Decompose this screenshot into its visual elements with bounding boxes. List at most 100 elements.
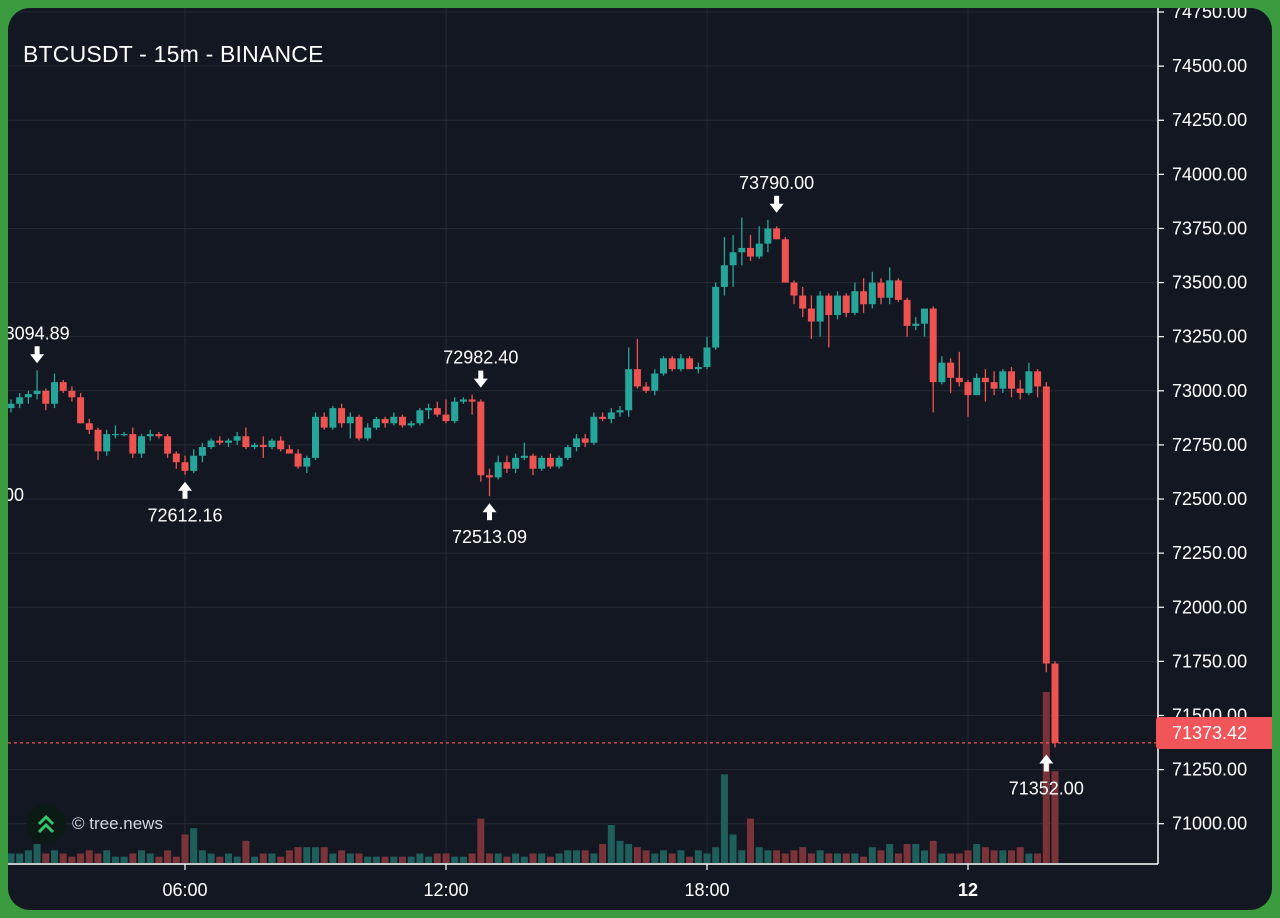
candle-body	[390, 416, 398, 424]
volume-bar	[1051, 771, 1059, 863]
candle-body	[372, 418, 380, 428]
price-axis-label: 74750.00	[1172, 8, 1247, 22]
candle-body	[459, 399, 467, 402]
candle-body	[259, 444, 267, 448]
candle-body	[747, 247, 754, 257]
candle-body	[1051, 663, 1059, 743]
volume-bar	[120, 856, 128, 863]
volume-bar	[764, 850, 772, 863]
annotation-label: 3094.89	[8, 323, 70, 343]
volume-bar	[529, 853, 537, 863]
candle-body	[33, 390, 41, 395]
volume-bar	[268, 853, 276, 863]
arrow-up-icon	[178, 481, 192, 491]
volume-bar	[546, 856, 554, 863]
candle-body	[1016, 388, 1024, 393]
arrow-up-icon	[482, 503, 497, 513]
volume-bar	[512, 853, 520, 863]
volume-bar	[747, 818, 754, 863]
volume-bar	[111, 856, 119, 863]
volume-bar	[851, 853, 859, 863]
candle-body	[712, 286, 720, 348]
price-annotation-high: 3094.89	[8, 323, 70, 364]
candle-body	[77, 397, 85, 424]
candle-body	[172, 453, 180, 463]
volume-bar	[773, 850, 781, 863]
volume-bar	[477, 818, 485, 863]
candle-body	[807, 308, 815, 322]
candle-body	[103, 434, 111, 452]
candle-body	[964, 382, 972, 396]
time-axis-label: 06:00	[162, 880, 207, 900]
candle-body	[355, 416, 363, 439]
volume-bar	[738, 850, 746, 863]
candle-body	[781, 239, 789, 283]
candle-body	[738, 247, 746, 253]
price-annotation-low: 72612.16	[147, 481, 223, 526]
volume-bar	[947, 853, 955, 863]
volume-bar	[625, 844, 633, 863]
volume-bar	[520, 856, 528, 863]
volume-bar	[364, 856, 372, 863]
volume-bar	[581, 850, 589, 863]
volume-bar	[816, 850, 824, 863]
chart-panel[interactable]: 3094.89 72612.16 72982.40 72513.09 73790.00 7…	[8, 8, 1272, 910]
volume-bar	[459, 856, 467, 863]
volume-bar	[155, 856, 163, 863]
volume-bar	[277, 856, 285, 863]
candle-body	[111, 434, 119, 436]
volume-bar	[616, 840, 624, 863]
candle-body	[251, 444, 259, 448]
volume-bar	[555, 853, 563, 863]
price-axis-label: 73750.00	[1172, 218, 1247, 238]
volume-bar	[573, 850, 580, 863]
price-axis-label: 71250.00	[1172, 760, 1247, 780]
candle-body	[120, 434, 128, 436]
volume-bar	[703, 853, 711, 863]
candle-body	[546, 457, 554, 467]
volume-bar	[294, 847, 302, 863]
volume-bar	[24, 850, 32, 863]
volume-bar	[190, 828, 198, 863]
candle-body	[42, 390, 50, 404]
candle-body	[842, 295, 850, 313]
candle-body	[677, 358, 685, 370]
volume-bar	[999, 850, 1007, 863]
candle-body	[146, 434, 154, 437]
annotation-label: 72612.16	[147, 506, 222, 526]
candle-body	[860, 291, 868, 305]
volume-bar	[8, 853, 15, 863]
candle-body	[607, 412, 615, 419]
candle-body	[486, 475, 493, 478]
candle-body	[303, 457, 311, 467]
volume-bar	[433, 853, 441, 863]
candle-body	[825, 295, 833, 316]
candle-body	[312, 416, 319, 458]
time-axis-label: 12:00	[423, 880, 468, 900]
chart-title: BTCUSDT - 15m - BINANCE	[23, 41, 324, 67]
candle-body	[938, 362, 946, 383]
volume-bar	[668, 853, 676, 863]
tree-logo-icon	[26, 804, 66, 844]
candle-body	[216, 440, 224, 443]
price-axis-label: 71000.00	[1172, 814, 1247, 834]
candle-body	[720, 265, 728, 287]
candlestick-chart[interactable]: 3094.89 72612.16 72982.40 72513.09 73790.00 7…	[8, 8, 1272, 910]
candle-body	[529, 455, 537, 469]
volume-bar	[938, 853, 946, 863]
volume-bar	[390, 856, 398, 863]
arrow-down-icon	[769, 203, 784, 213]
volume-bar	[607, 825, 615, 863]
candle-body	[755, 243, 763, 257]
price-annotation-high: 73790.00	[739, 173, 814, 213]
candle-body	[651, 373, 659, 391]
candle-body	[16, 397, 24, 404]
volume-bar	[877, 850, 885, 863]
candle-body	[929, 308, 937, 383]
volume-bar	[921, 850, 928, 863]
candle-body	[686, 358, 694, 370]
candle-body	[8, 403, 15, 409]
volume-bar	[955, 853, 963, 863]
volume-bar	[894, 853, 902, 863]
volume-bar	[973, 844, 981, 863]
